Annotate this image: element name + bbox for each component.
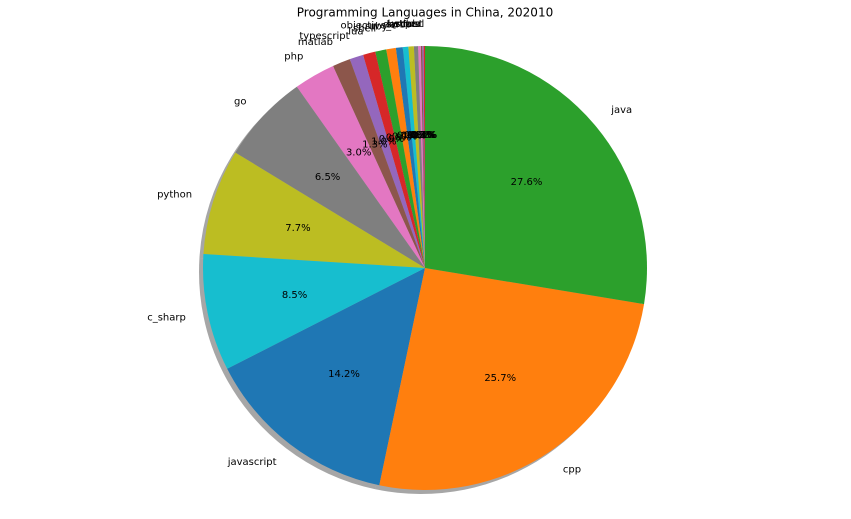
- value-label: 0.4%: [401, 130, 426, 141]
- slice-label: lua: [348, 27, 363, 38]
- pie-slice: [413, 46, 425, 268]
- value-label: 14.2%: [328, 369, 360, 380]
- value-label: 0.8%: [386, 132, 411, 143]
- pie-slice: [408, 46, 425, 268]
- pie-slice: [422, 46, 425, 269]
- pie-slice: [202, 254, 425, 369]
- value-label: 7.7%: [285, 223, 310, 234]
- slice-label: dart: [383, 20, 404, 31]
- slice-label: javascript: [227, 457, 277, 468]
- slice-label: typescript: [299, 31, 349, 42]
- pie-slice: [363, 51, 425, 269]
- slice-label: cpp: [563, 465, 581, 476]
- value-label: 0.9%: [379, 134, 404, 145]
- value-label: 0.1%: [411, 130, 436, 141]
- pie-slice: [227, 268, 425, 486]
- value-label: 0.2%: [409, 130, 434, 141]
- value-label: 0.4%: [404, 130, 429, 141]
- value-label: 0.1%: [412, 130, 437, 141]
- slice-label: go: [234, 96, 246, 107]
- value-label: 1.0%: [371, 136, 396, 147]
- pie-slice: [386, 47, 425, 269]
- slice-label: matlab: [298, 37, 333, 48]
- slice-label: objective_c: [341, 20, 397, 31]
- slice-label: php: [284, 51, 303, 62]
- value-label: 0.3%: [407, 130, 432, 141]
- pie-slice: [379, 268, 645, 491]
- pie-slice: [420, 46, 425, 268]
- value-label: 0.7%: [392, 131, 417, 142]
- pie-slice: [425, 46, 647, 305]
- pie-slice: [375, 49, 425, 268]
- slice-label: scala: [395, 19, 421, 30]
- slice-label: kotlin: [388, 19, 415, 30]
- pie-slice: [333, 59, 425, 269]
- value-label: 3.0%: [346, 148, 371, 159]
- pie-slice: [235, 86, 425, 268]
- value-label: 8.5%: [282, 290, 307, 301]
- pie-slice: [349, 54, 425, 268]
- pie-slice: [418, 46, 425, 269]
- slice-label: rust: [403, 19, 423, 30]
- value-label: 0.5%: [397, 131, 422, 142]
- slice-label: python: [157, 190, 192, 201]
- value-label: 1.3%: [362, 140, 387, 151]
- slice-label: java: [610, 105, 632, 116]
- value-label: 27.6%: [511, 177, 543, 188]
- pie-slice: [402, 46, 425, 269]
- slice-label: c_sharp: [147, 313, 186, 324]
- chart-title: Programming Languages in China, 202010: [297, 6, 553, 20]
- slice-label: perl: [405, 19, 424, 30]
- slice-label: ruby: [365, 22, 388, 33]
- pie-slice: [203, 152, 425, 268]
- slice-label: swift: [386, 19, 410, 30]
- pie-slice: [296, 65, 425, 268]
- pie-slice: [395, 47, 425, 268]
- slice-label: shell: [353, 24, 376, 35]
- value-label: 0.1%: [410, 130, 435, 141]
- slice-label: r: [415, 19, 420, 30]
- value-label: 6.5%: [315, 172, 340, 183]
- value-label: 25.7%: [484, 373, 516, 384]
- pie-slice: [423, 46, 425, 268]
